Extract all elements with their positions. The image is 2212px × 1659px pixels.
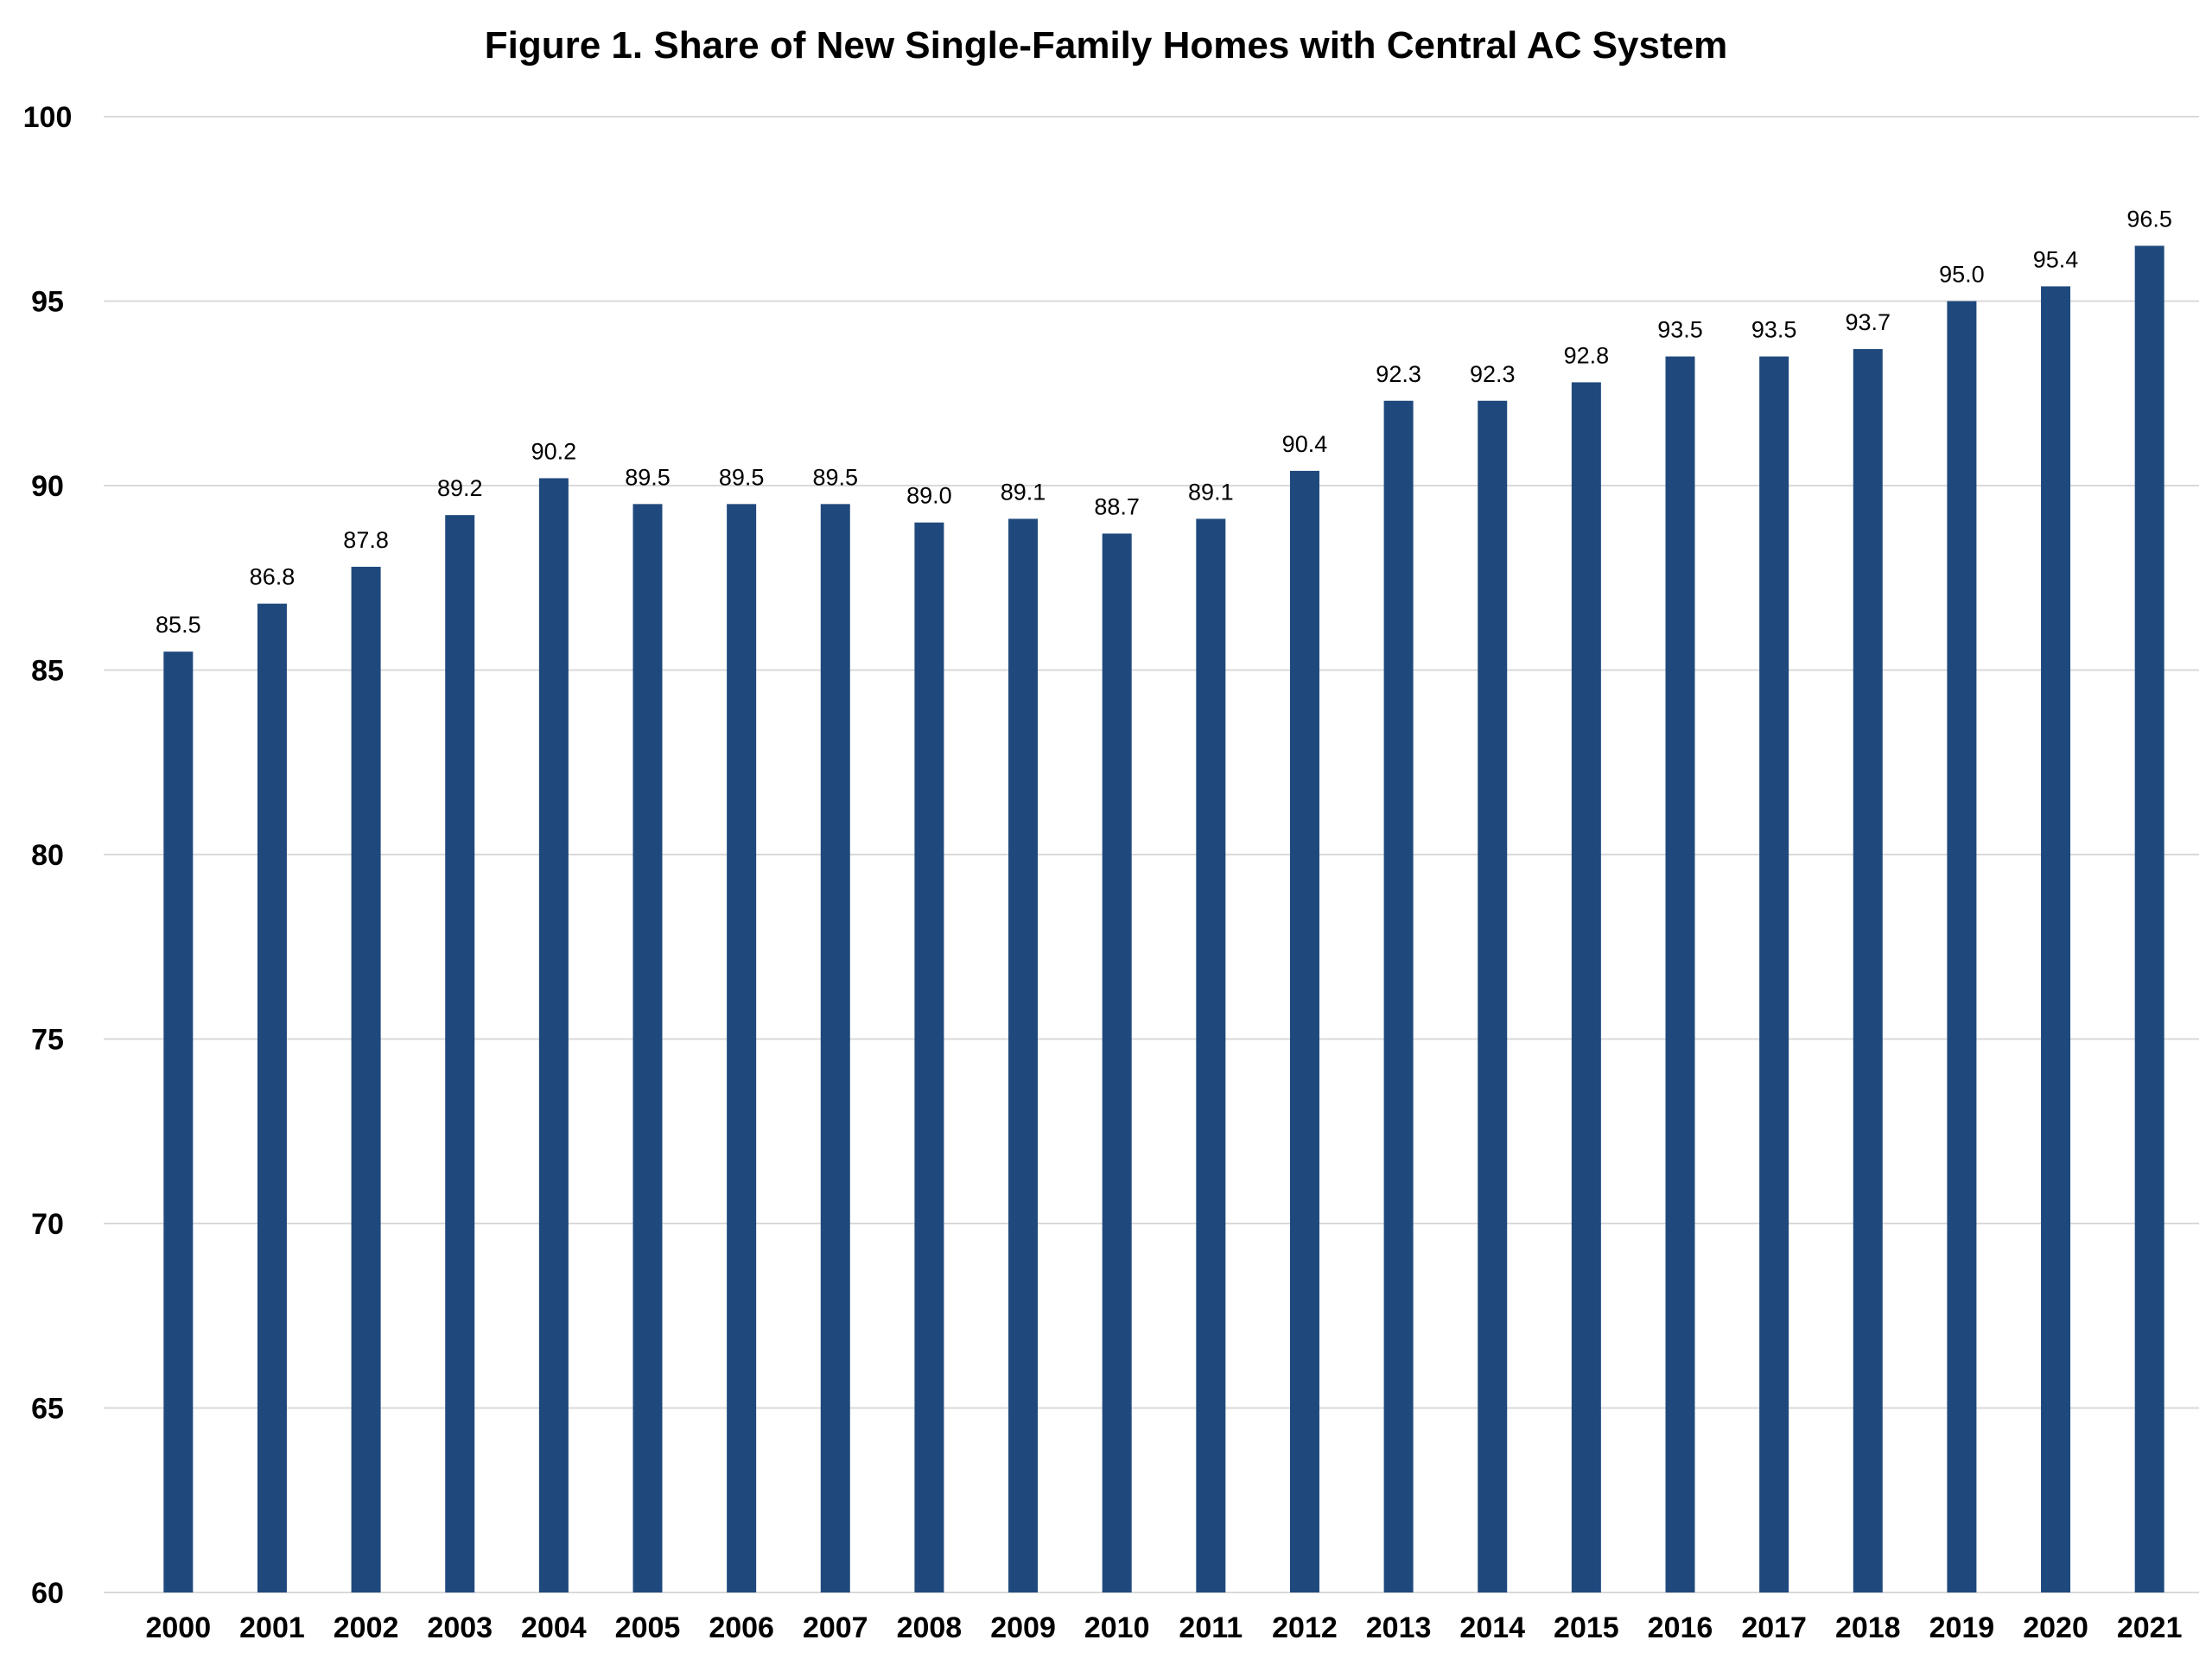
data-label: 95.4 <box>2033 246 2079 272</box>
data-label: 93.7 <box>1845 309 1891 335</box>
data-label: 92.3 <box>1376 361 1421 387</box>
x-tick-label: 2015 <box>1554 1611 1619 1644</box>
bar <box>163 652 194 1592</box>
gridlines <box>104 116 2199 1593</box>
bar <box>727 504 757 1592</box>
data-label: 96.5 <box>2126 206 2172 232</box>
bar <box>1571 382 1601 1593</box>
x-tick-label: 2003 <box>427 1611 493 1644</box>
x-tick-label: 2014 <box>1459 1611 1525 1644</box>
data-label: 93.5 <box>1751 317 1797 343</box>
bar <box>2134 245 2164 1593</box>
data-label: 89.5 <box>812 464 858 490</box>
x-tick-label: 2020 <box>2023 1611 2088 1644</box>
data-label: 90.4 <box>1282 431 1328 457</box>
x-tick-label: 2001 <box>239 1611 305 1644</box>
x-tick-label: 2006 <box>709 1611 774 1644</box>
x-tick-label: 2008 <box>897 1611 963 1644</box>
x-tick-label: 2005 <box>615 1611 681 1644</box>
bar <box>257 603 287 1592</box>
bar <box>445 515 475 1593</box>
data-label: 93.5 <box>1657 317 1703 343</box>
y-tick-label: 85 <box>31 655 64 688</box>
data-labels: 85.5 86.8 87.8 89.2 90.2 89.5 89.5 89.5 89.0 89.1… <box>156 206 2172 638</box>
data-label: 89.5 <box>625 464 671 490</box>
bar <box>1383 400 1414 1592</box>
data-label: 88.7 <box>1094 494 1140 520</box>
bar <box>1008 518 1039 1593</box>
x-tick-label: 2002 <box>334 1611 399 1644</box>
x-axis-ticks: 2000 2001 2002 2003 2004 2005 2006 2007 2008 2009… <box>145 1611 2182 1644</box>
bar <box>632 504 663 1592</box>
y-tick-label: 95 <box>31 286 64 319</box>
bar <box>2041 286 2071 1592</box>
bar <box>538 478 569 1593</box>
bar <box>1478 400 1508 1592</box>
bar <box>1759 356 1789 1592</box>
data-label: 89.1 <box>1188 479 1234 505</box>
y-axis-ticks: 60 65 70 75 80 85 90 95 100 <box>23 101 73 1610</box>
y-tick-label: 90 <box>31 470 64 503</box>
x-tick-label: 2019 <box>1929 1611 1995 1644</box>
x-tick-label: 2011 <box>1179 1611 1243 1644</box>
y-tick-label: 80 <box>31 839 64 872</box>
x-tick-label: 2021 <box>2117 1611 2183 1644</box>
data-label: 86.8 <box>250 564 296 590</box>
data-label: 90.2 <box>531 438 577 464</box>
x-tick-label: 2013 <box>1366 1611 1432 1644</box>
y-tick-label: 100 <box>23 101 73 134</box>
y-tick-label: 65 <box>31 1393 64 1426</box>
data-label: 95.0 <box>1939 262 1985 288</box>
data-label: 87.8 <box>343 527 389 553</box>
bar <box>1102 533 1132 1592</box>
chart-title: Figure 1. Share of New Single-Family Hom… <box>484 24 1728 67</box>
y-tick-label: 75 <box>31 1024 64 1057</box>
bar <box>820 504 850 1592</box>
x-tick-label: 2004 <box>521 1611 587 1644</box>
data-label: 85.5 <box>156 612 201 638</box>
x-tick-label: 2016 <box>1648 1611 1713 1644</box>
y-tick-label: 60 <box>31 1577 64 1610</box>
bar <box>1196 518 1226 1593</box>
x-tick-label: 2017 <box>1741 1611 1807 1644</box>
bar <box>1947 301 1977 1592</box>
y-tick-label: 70 <box>31 1208 64 1241</box>
bars <box>163 245 2164 1593</box>
data-label: 92.8 <box>1564 342 1610 368</box>
bar <box>914 522 944 1593</box>
data-label: 89.5 <box>719 464 765 490</box>
x-tick-label: 2010 <box>1084 1611 1150 1644</box>
x-tick-label: 2007 <box>803 1611 868 1644</box>
x-tick-label: 2012 <box>1272 1611 1338 1644</box>
x-tick-label: 2009 <box>990 1611 1056 1644</box>
x-tick-label: 2000 <box>145 1611 211 1644</box>
data-label: 92.3 <box>1470 361 1516 387</box>
data-label: 89.2 <box>437 475 483 501</box>
data-label: 89.0 <box>906 483 952 509</box>
x-tick-label: 2018 <box>1835 1611 1901 1644</box>
bar <box>1289 470 1319 1593</box>
bar <box>351 566 381 1593</box>
bar <box>1853 349 1883 1592</box>
bar <box>1665 356 1695 1592</box>
data-label: 89.1 <box>1001 479 1046 505</box>
